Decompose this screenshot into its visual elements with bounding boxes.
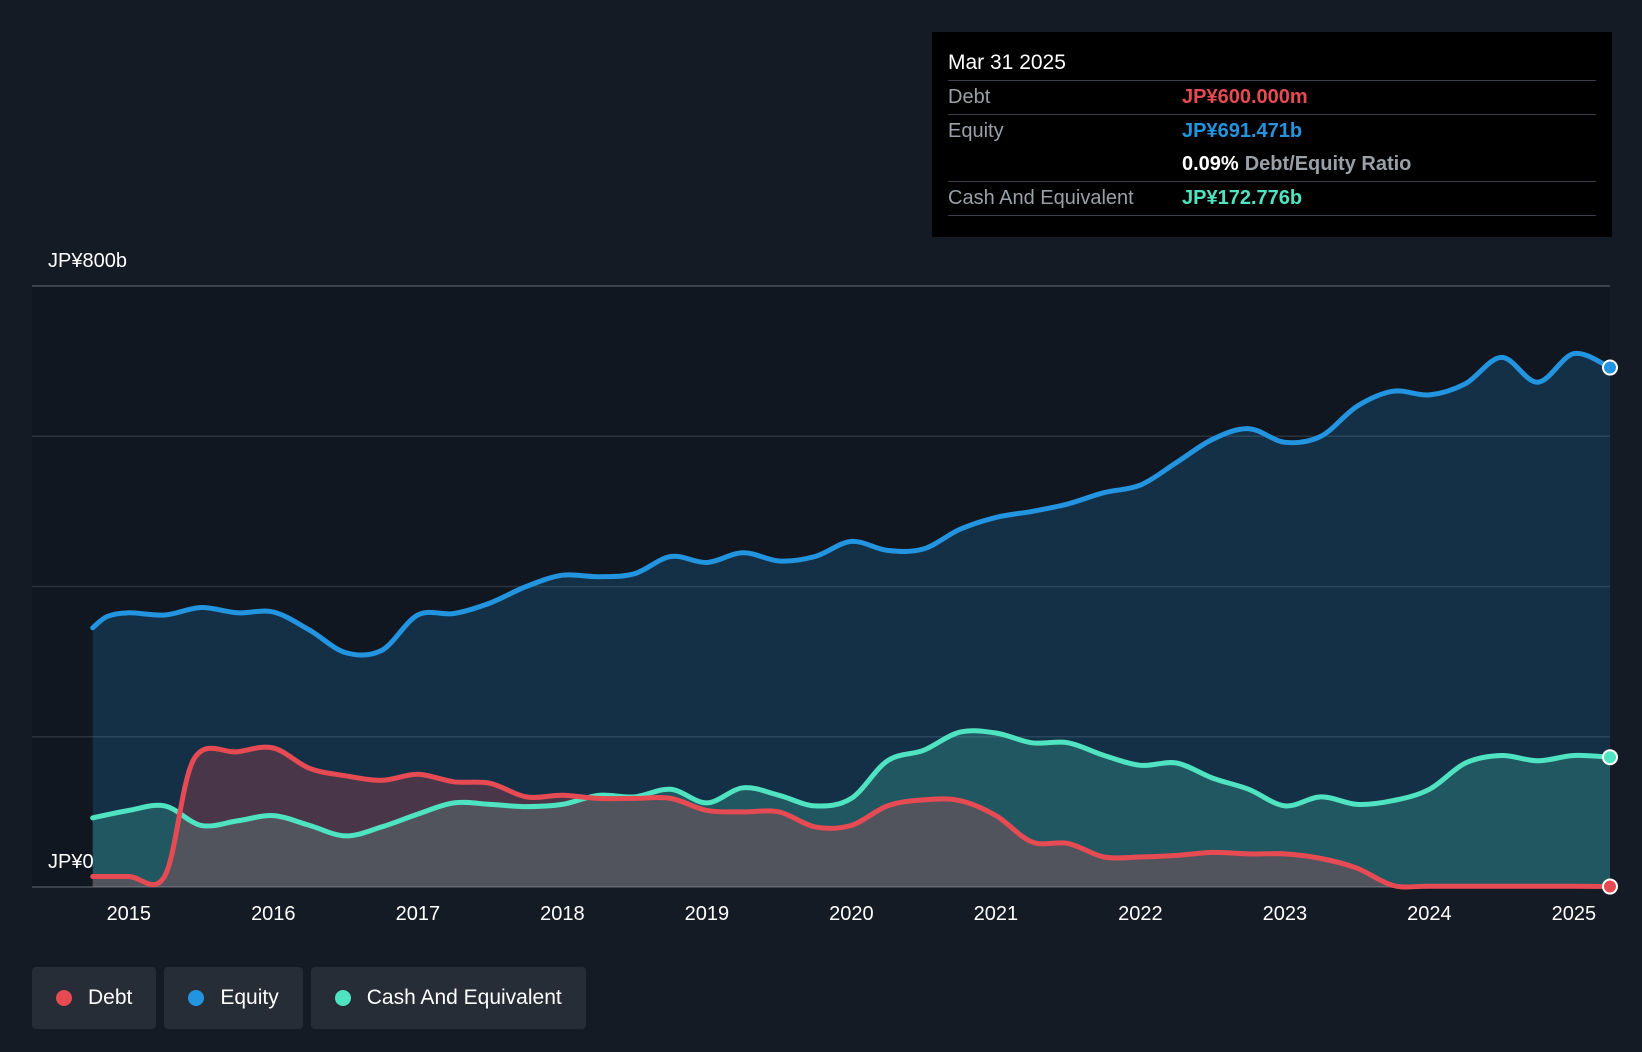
tooltip-ratio-value: 0.09% (1182, 153, 1239, 175)
debt-end-point (1602, 878, 1618, 895)
debt-line (90, 744, 1613, 890)
tooltip-ratio-row: 0.09% Debt/Equity Ratio (948, 148, 1596, 181)
y-axis-min-label: JP¥0 (48, 851, 94, 873)
equity-dot-icon (188, 990, 205, 1006)
cash-and-equivalent-area (92, 730, 1611, 887)
debt-area (92, 747, 1611, 888)
equity-area (92, 353, 1611, 887)
tooltip-debt-label: Debt (948, 86, 991, 108)
tooltip-debt-row: Debt JP¥600.000m (948, 80, 1596, 114)
series-lines (90, 350, 1613, 890)
debt-dot-icon (56, 990, 72, 1006)
tooltip-ratio-label: Debt/Equity Ratio (1244, 153, 1412, 175)
gridlines (32, 285, 1610, 888)
legend: Debt Equity Cash And Equivalent (32, 967, 586, 1029)
x-tick-2020: 2020 (829, 903, 874, 925)
legend-cash-label: Cash And Equivalent (366, 986, 562, 1009)
x-axis-ticks: 2015 2016 2017 2018 2019 2020 2021 2022 2023 2024… (107, 903, 1597, 925)
x-tick-2025: 2025 (1552, 903, 1597, 925)
tooltip-equity-row: Equity JP¥691.471b (948, 114, 1596, 148)
x-tick-2021: 2021 (974, 903, 1019, 925)
tooltip-equity-label: Equity (948, 120, 1004, 142)
tooltip-cash-label: Cash And Equivalent (948, 187, 1134, 209)
tooltip-cash-row: Cash And Equivalent JP¥172.776b (948, 181, 1596, 216)
x-tick-2022: 2022 (1118, 903, 1163, 925)
y-axis-max-label: JP¥800b (48, 250, 127, 272)
cash-dot-icon (334, 990, 351, 1006)
x-tick-2024: 2024 (1407, 903, 1452, 925)
x-tick-2015: 2015 (107, 903, 152, 925)
legend-item-equity[interactable]: Equity (164, 967, 303, 1029)
x-tick-2016: 2016 (251, 903, 296, 925)
cash-and-equivalent-line (90, 728, 1613, 839)
x-tick-2019: 2019 (685, 903, 730, 925)
x-tick-2023: 2023 (1263, 903, 1308, 925)
legend-debt-label: Debt (88, 986, 133, 1009)
x-tick-2017: 2017 (396, 903, 441, 925)
tooltip-equity-value: JP¥691.471b (1182, 120, 1303, 142)
legend-equity-label: Equity (220, 986, 279, 1009)
tooltip-cash-value: JP¥172.776b (1182, 187, 1303, 209)
legend-item-debt[interactable]: Debt (32, 967, 157, 1029)
tooltip-debt-value: JP¥600.000m (1182, 86, 1308, 108)
tooltip: Mar 31 2025 Debt JP¥600.000m Equity JP¥6… (932, 32, 1612, 237)
series-areas (92, 353, 1611, 888)
legend-item-cash[interactable]: Cash And Equivalent (310, 967, 586, 1029)
x-tick-2018: 2018 (540, 903, 585, 925)
equity-line (90, 350, 1613, 658)
end-markers (1602, 359, 1618, 895)
tooltip-date: Mar 31 2025 (948, 51, 1066, 74)
equity-end-point (1602, 359, 1618, 376)
cash-and-equivalent-end-point (1602, 749, 1618, 766)
